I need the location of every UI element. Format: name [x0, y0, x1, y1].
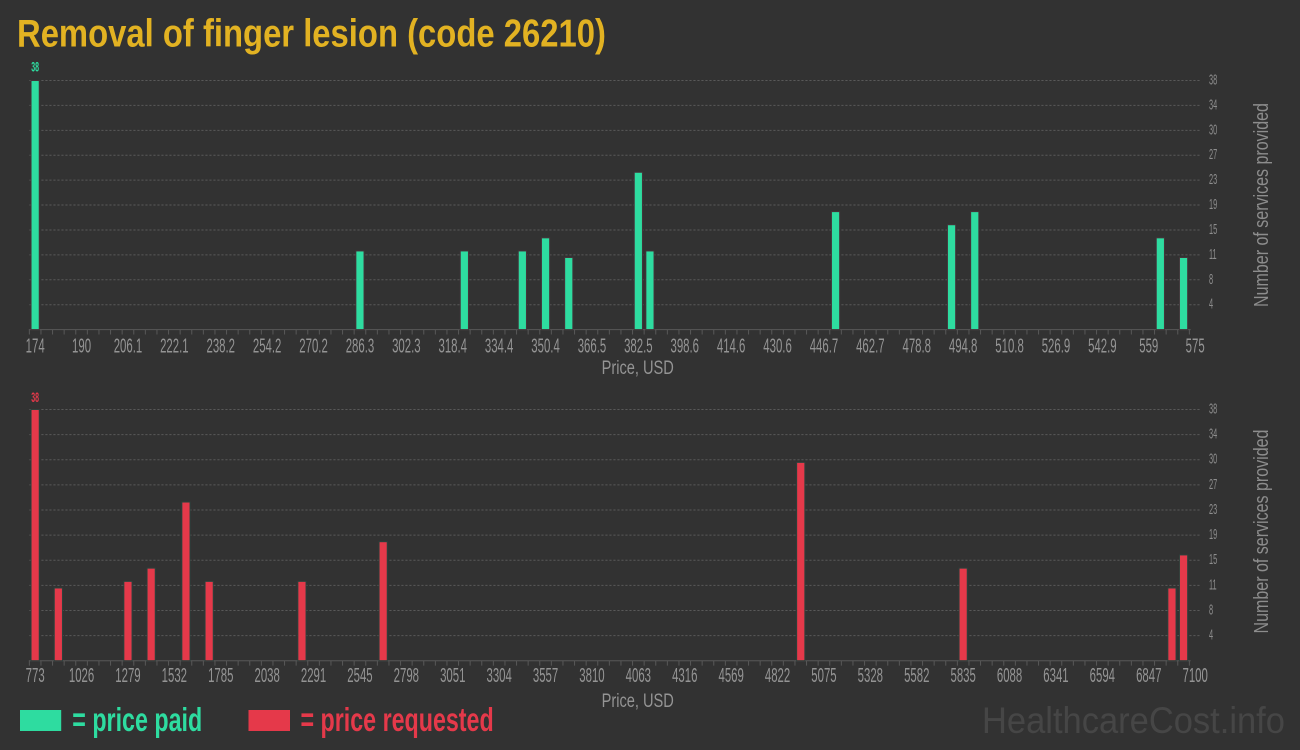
svg-text:Number of services provided: Number of services provided — [1249, 430, 1272, 634]
svg-text:5075: 5075 — [811, 665, 836, 687]
svg-text:27: 27 — [1209, 476, 1217, 492]
svg-text:4: 4 — [1209, 627, 1213, 643]
svg-text:38: 38 — [1209, 401, 1217, 417]
svg-text:4: 4 — [1209, 296, 1213, 312]
svg-text:1026: 1026 — [69, 665, 94, 687]
svg-text:318.4: 318.4 — [438, 335, 467, 357]
svg-text:HealthcareCost.info: HealthcareCost.info — [982, 700, 1285, 741]
svg-text:6088: 6088 — [997, 665, 1022, 687]
svg-text:3051: 3051 — [440, 665, 465, 687]
svg-text:2545: 2545 — [347, 665, 372, 687]
svg-text:3810: 3810 — [579, 665, 604, 687]
svg-text:7100: 7100 — [1182, 665, 1207, 687]
svg-text:462.7: 462.7 — [856, 335, 885, 357]
svg-text:6847: 6847 — [1136, 665, 1161, 687]
svg-text:11: 11 — [1209, 577, 1217, 593]
svg-text:23: 23 — [1209, 501, 1217, 517]
svg-text:34: 34 — [1209, 97, 1218, 113]
svg-text:494.8: 494.8 — [949, 335, 978, 357]
svg-text:382.5: 382.5 — [624, 335, 653, 357]
svg-text:222.1: 222.1 — [160, 335, 189, 357]
svg-text:559: 559 — [1139, 335, 1158, 357]
svg-text:38: 38 — [1209, 72, 1217, 88]
svg-text:2798: 2798 — [394, 665, 419, 687]
svg-text:366.5: 366.5 — [578, 335, 607, 357]
svg-text:2291: 2291 — [301, 665, 326, 687]
svg-text:15: 15 — [1209, 221, 1218, 237]
svg-text:334.4: 334.4 — [485, 335, 514, 357]
svg-text:286.3: 286.3 — [346, 335, 375, 357]
svg-text:270.2: 270.2 — [299, 335, 328, 357]
svg-text:5582: 5582 — [904, 665, 929, 687]
svg-text:38: 38 — [31, 391, 39, 406]
svg-text:27: 27 — [1209, 147, 1217, 163]
svg-text:238.2: 238.2 — [206, 335, 235, 357]
svg-text:3557: 3557 — [533, 665, 558, 687]
svg-text:510.8: 510.8 — [995, 335, 1024, 357]
svg-text:8: 8 — [1209, 271, 1213, 287]
svg-text:38: 38 — [31, 60, 39, 75]
svg-text:23: 23 — [1209, 171, 1217, 187]
svg-text:6341: 6341 — [1043, 665, 1068, 687]
svg-text:542.9: 542.9 — [1088, 335, 1117, 357]
svg-text:398.6: 398.6 — [670, 335, 699, 357]
svg-text:190: 190 — [72, 335, 91, 357]
svg-text:1279: 1279 — [115, 665, 140, 687]
svg-text:4569: 4569 — [718, 665, 743, 687]
svg-text:6594: 6594 — [1090, 665, 1115, 687]
svg-text:4316: 4316 — [672, 665, 697, 687]
svg-text:773: 773 — [26, 665, 45, 687]
svg-text:2038: 2038 — [254, 665, 279, 687]
svg-text:4063: 4063 — [626, 665, 651, 687]
svg-text:= price paid: = price paid — [72, 702, 202, 739]
svg-text:11: 11 — [1209, 246, 1217, 262]
svg-text:30: 30 — [1209, 451, 1218, 467]
svg-text:1785: 1785 — [208, 665, 233, 687]
svg-text:446.7: 446.7 — [810, 335, 839, 357]
svg-text:526.9: 526.9 — [1042, 335, 1071, 357]
svg-text:15: 15 — [1209, 552, 1218, 568]
svg-text:430.6: 430.6 — [763, 335, 792, 357]
svg-text:34: 34 — [1209, 426, 1218, 442]
svg-text:5328: 5328 — [858, 665, 883, 687]
svg-text:3304: 3304 — [486, 665, 511, 687]
svg-text:Number of services provided: Number of services provided — [1249, 103, 1272, 307]
svg-text:4822: 4822 — [765, 665, 790, 687]
svg-text:302.3: 302.3 — [392, 335, 421, 357]
svg-text:19: 19 — [1209, 526, 1217, 542]
svg-text:Price, USD: Price, USD — [602, 357, 674, 378]
svg-text:478.8: 478.8 — [902, 335, 931, 357]
svg-text:254.2: 254.2 — [253, 335, 282, 357]
svg-text:Removal of finger lesion (code: Removal of finger lesion (code 26210) — [17, 11, 606, 55]
svg-text:350.4: 350.4 — [531, 335, 560, 357]
svg-text:5835: 5835 — [950, 665, 975, 687]
svg-text:174: 174 — [26, 335, 45, 357]
svg-text:8: 8 — [1209, 602, 1213, 618]
svg-text:Price, USD: Price, USD — [602, 690, 674, 711]
svg-text:414.6: 414.6 — [717, 335, 746, 357]
svg-text:206.1: 206.1 — [114, 335, 143, 357]
svg-text:575: 575 — [1186, 335, 1205, 357]
svg-text:19: 19 — [1209, 196, 1217, 212]
svg-text:1532: 1532 — [162, 665, 187, 687]
svg-text:= price requested: = price requested — [301, 702, 494, 739]
svg-text:30: 30 — [1209, 122, 1218, 138]
